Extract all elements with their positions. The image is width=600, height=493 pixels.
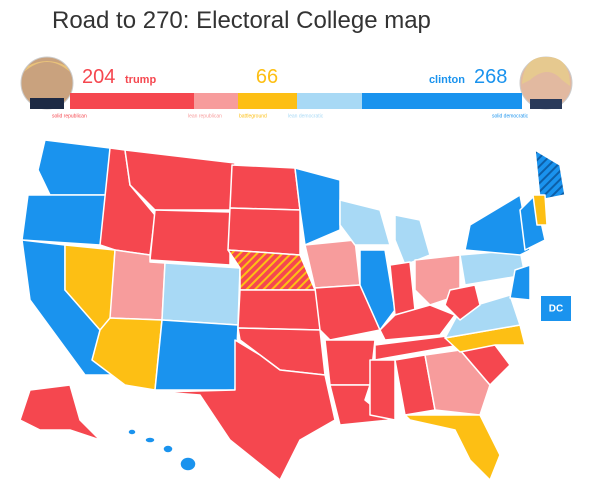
clinton-avatar: [519, 56, 573, 110]
legend-label: lean republican: [188, 113, 222, 119]
legend-label: lean democratic: [288, 113, 324, 119]
trump-label: trump: [125, 74, 156, 86]
us-map: [19, 139, 566, 481]
trump-votes: 204: [82, 66, 115, 88]
legend-label: battleground: [239, 113, 267, 119]
legend-label: solid republican: [52, 113, 87, 119]
clinton-votes: 268: [474, 66, 507, 88]
trump-avatar: [20, 56, 74, 110]
legend-label: solid democratic: [492, 113, 529, 119]
battleground-votes: 66: [256, 66, 278, 88]
dc-label: DC: [549, 304, 563, 315]
clinton-label: clinton: [429, 74, 465, 86]
title: Road to 270: Electoral College map: [52, 7, 431, 34]
tally-bar: [70, 93, 522, 109]
dc-box: [541, 296, 571, 321]
